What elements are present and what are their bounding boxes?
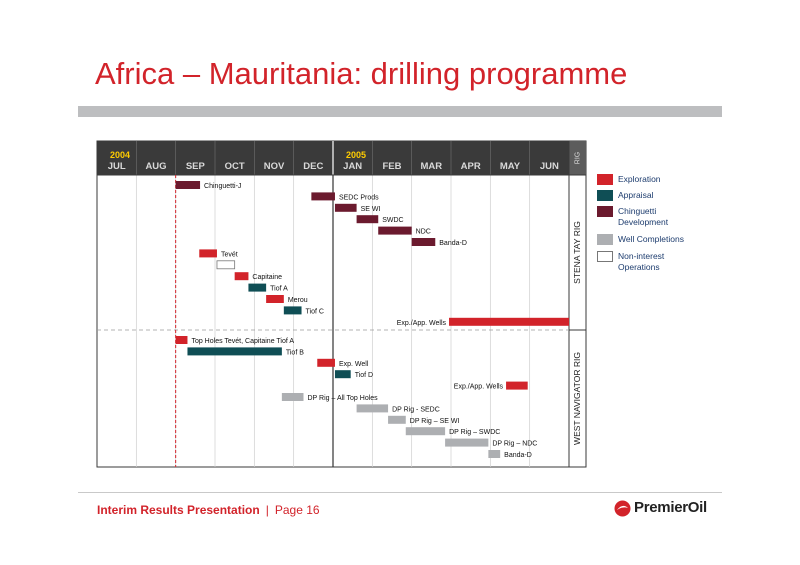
gantt-bar-well-completions [445, 438, 489, 447]
gantt-bar-label: Banda-D [504, 452, 532, 459]
gantt-bar-well-completions [388, 415, 406, 424]
gantt-bar-exploration [449, 317, 569, 326]
gantt-bar-well-completions [405, 427, 446, 436]
gantt-bar-chinguetti-development [175, 181, 201, 189]
footer-page-number: Page 16 [274, 503, 320, 517]
gantt-bar-label: Banda-D [439, 240, 467, 247]
gantt-bar-appraisal [334, 370, 351, 379]
gantt-bar-exploration [175, 336, 188, 344]
gantt-bar-well-completions [281, 393, 304, 401]
footer: Interim Results Presentation | Page 16 [97, 503, 320, 517]
gantt-bar-label: Capitaine [252, 274, 282, 281]
premier-oil-logo-icon [614, 500, 631, 517]
legend-label-non-interest: Non-interest Operations [618, 251, 665, 272]
gantt-bar-label: Exp./App. Wells [397, 320, 447, 327]
gantt-bar-label: Tiof A [270, 286, 288, 293]
legend-swatch-chinguetti-development [597, 206, 613, 217]
year-label: 2005 [346, 150, 366, 160]
gantt-bar-label: DP Rig – NDC [492, 441, 537, 448]
legend-label-exploration: Exploration [618, 174, 661, 184]
legend-item-well-completions: Well Completions [597, 234, 697, 258]
gantt-bar-appraisal [283, 306, 302, 315]
gantt-bar-exploration [506, 381, 528, 390]
gantt-bar-label: DP Rig – SWDC [449, 429, 500, 436]
month-label: AUG [145, 161, 166, 172]
gantt-bar-chinguetti-development [378, 226, 412, 235]
month-label: FEB [383, 161, 402, 172]
legend-item-exploration: Exploration [597, 174, 697, 198]
gantt-bar-exploration [317, 358, 335, 367]
premier-oil-logo: PremierOil [614, 498, 724, 520]
legend-swatch-well-completions [597, 234, 613, 245]
gantt-bar-label: DP Rig – All Top Holes [308, 395, 379, 402]
month-label: DEC [303, 161, 323, 172]
footer-divider [78, 492, 722, 493]
gantt-bar-label: Tiof D [355, 372, 373, 379]
gantt-bar-label: NDC [416, 229, 431, 236]
legend-label-appraisal: Appraisal [618, 190, 654, 200]
gantt-bar-label: Top Holes Tevét, Capitaine Tiof A [191, 338, 294, 345]
legend-item-appraisal: Appraisal [597, 190, 697, 214]
month-label: OCT [225, 161, 245, 172]
page-title: Africa – Mauritania: drilling programme [95, 56, 628, 91]
legend-swatch-exploration [597, 174, 613, 185]
month-label: SEP [186, 161, 206, 172]
gantt-bar-label: Tiof B [286, 349, 304, 356]
month-label: NOV [264, 161, 285, 172]
gantt-bar-chinguetti-development [411, 238, 436, 246]
gantt-bar-appraisal [248, 283, 267, 292]
month-label: APR [461, 161, 481, 172]
footer-title: Interim Results Presentation [97, 503, 260, 517]
gantt-bar-well-completions [356, 404, 389, 413]
gantt-bar-well-completions [488, 450, 501, 458]
legend-item-chinguetti-development: Chinguetti Development [597, 206, 697, 230]
gantt-bar-chinguetti-development [356, 215, 379, 224]
year-label: 2004 [110, 150, 130, 160]
gantt-bar-label: Chinguetti-J [204, 183, 241, 190]
gantt-bar-label: SWDC [382, 217, 403, 224]
rig-header-label: RIG [574, 152, 581, 164]
gantt-bar-exploration [199, 249, 217, 258]
gantt-bar-label: Tevét [221, 251, 238, 258]
legend-swatch-non-interest [597, 251, 613, 262]
month-label: MAY [500, 161, 521, 172]
gantt-bar-label: Merou [288, 297, 308, 304]
gantt-bar-appraisal [187, 347, 282, 356]
rig-header-band [569, 141, 586, 175]
legend-swatch-appraisal [597, 190, 613, 201]
gantt-bar-label: DP Rig – SE WI [410, 418, 460, 425]
premier-oil-logo-text: PremierOil [634, 499, 707, 516]
gantt-bar-label: SE WI [361, 206, 381, 213]
month-label: JUN [540, 161, 559, 172]
gantt-bar-exploration [266, 295, 284, 303]
month-label: JAN [343, 161, 362, 172]
gantt-bar-label: Tiof C [306, 308, 324, 315]
rig-label: WEST NAVIGATOR RIG [572, 352, 582, 445]
gantt-bar-chinguetti-development [334, 203, 357, 212]
chart-frame [96, 140, 587, 468]
footer-separator: | [265, 503, 269, 517]
rig-label: STENA TAY RIG [572, 221, 582, 284]
legend-label-chinguetti-development: Chinguetti Development [618, 206, 669, 227]
gantt-bar-chinguetti-development [311, 192, 335, 201]
gantt-bar-exploration [234, 272, 249, 281]
gantt-bar-label: Exp. Well [339, 361, 369, 368]
title-underline-bar [78, 106, 722, 117]
legend-item-non-interest: Non-interest Operations [597, 251, 697, 275]
month-label: JUL [108, 161, 126, 172]
gantt-bar-non-interest [216, 260, 236, 270]
month-label: MAR [421, 161, 443, 172]
gantt-bar-label: Exp./App. Wells [454, 384, 504, 391]
gantt-bar-label: DP Rig - SEDC [392, 406, 440, 413]
gantt-bar-label: SEDC Prods [339, 194, 379, 201]
legend-label-well-completions: Well Completions [618, 234, 684, 244]
